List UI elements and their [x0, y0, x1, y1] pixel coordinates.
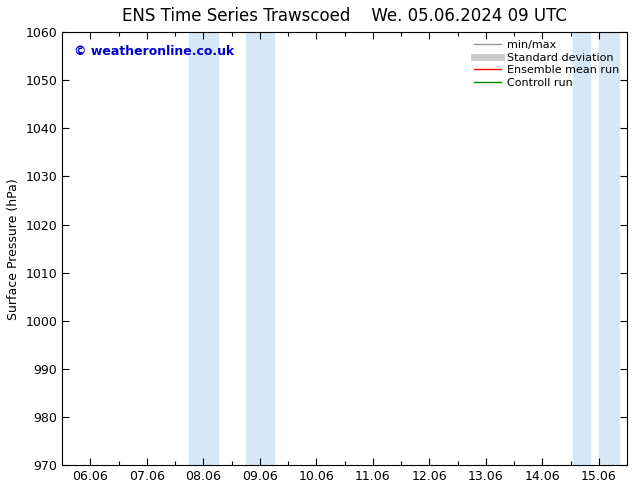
Bar — [246, 32, 274, 465]
Text: © weatheronline.co.uk: © weatheronline.co.uk — [74, 45, 234, 58]
Bar — [573, 32, 590, 465]
Bar — [599, 32, 619, 465]
Bar — [190, 32, 217, 465]
Legend: min/max, Standard deviation, Ensemble mean run, Controll run: min/max, Standard deviation, Ensemble me… — [469, 35, 624, 93]
Title: ENS Time Series Trawscoed    We. 05.06.2024 09 UTC: ENS Time Series Trawscoed We. 05.06.2024… — [122, 7, 567, 25]
Y-axis label: Surface Pressure (hPa): Surface Pressure (hPa) — [7, 178, 20, 319]
